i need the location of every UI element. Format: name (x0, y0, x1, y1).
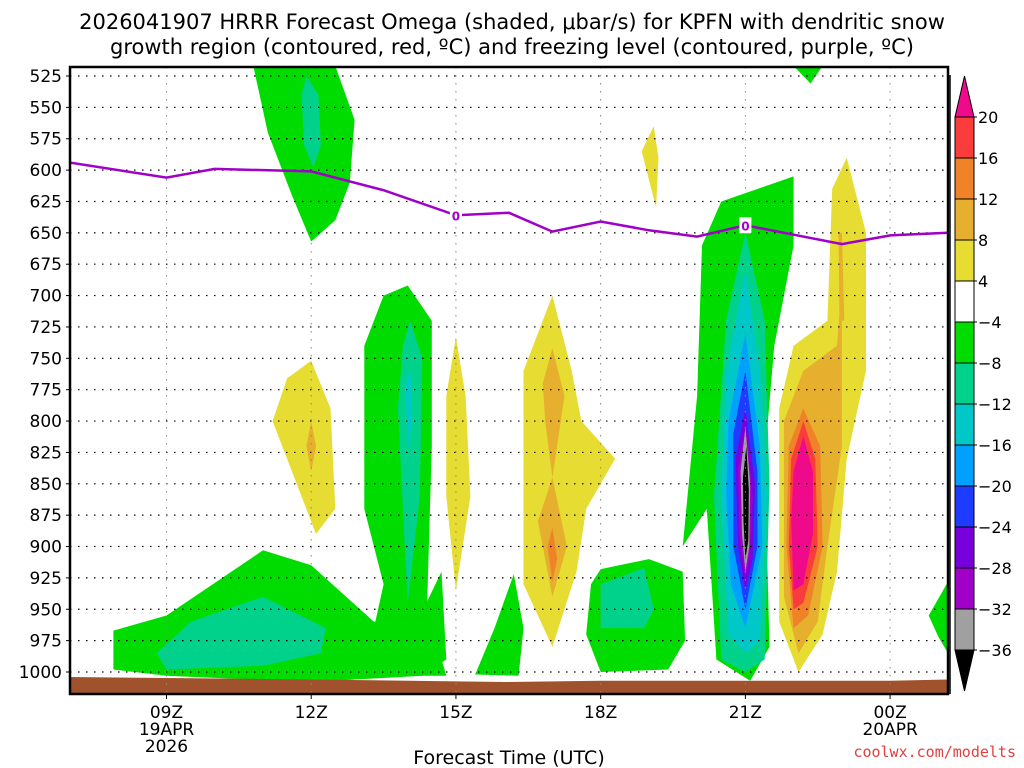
y-tick-label: 575 (30, 130, 62, 150)
y-axis: 525 550 575 600 625 650 675 700 725 750 775 800 825 8… (19, 67, 70, 683)
colorbar-tick-label: −8 (978, 354, 1002, 373)
colorbar-bin (954, 157, 975, 200)
colorbar-tick-label: −12 (978, 395, 1012, 414)
freezing-level: 00 (70, 161, 948, 246)
colorbar-bin (954, 321, 975, 364)
colorbar-tick-label: −28 (978, 559, 1012, 578)
colorbar-tick-label: 20 (978, 108, 998, 127)
plot-border (68, 65, 950, 696)
region-descent-17Z-core3 (547, 527, 558, 582)
region-ascent-21Z-core (743, 446, 749, 560)
region-ascent-14Z-core (398, 320, 423, 603)
region-descent-22Z-upper-core (838, 232, 845, 321)
region-descent-12Z (272, 360, 336, 534)
freezing-level-label-bg (739, 217, 752, 234)
colorbar-bottom-arrow (954, 649, 975, 692)
x-tick-label: 2026 (145, 737, 188, 757)
region-descent-19Z-upper (641, 126, 659, 208)
y-tick-label: 975 (30, 632, 62, 652)
colorbar-bin (954, 485, 975, 528)
y-tick-label: 950 (30, 600, 62, 620)
colorbar-bin (954, 280, 975, 323)
region-upper-ascent (253, 67, 355, 242)
region-descent-22Z-core (791, 436, 813, 591)
plot-frame (68, 65, 950, 696)
y-tick-label: 925 (30, 569, 62, 589)
region-descent-17Z-core1 (542, 348, 565, 478)
colorbar-top-arrow (954, 75, 975, 118)
y-tick-label: 750 (30, 349, 62, 369)
freezing-level-line (70, 161, 948, 246)
region-upper-ascent-core (301, 76, 321, 168)
y-tick-label: 1000 (19, 663, 62, 683)
region-ascent-16Z (475, 574, 524, 676)
colorbar-tick-label: 16 (978, 149, 998, 168)
y-tick-label: 625 (30, 192, 62, 212)
x-tick-label: 12Z (295, 703, 328, 723)
y-tick-label: 875 (30, 506, 62, 526)
freezing-level-label-bg (449, 207, 462, 224)
y-tick-label: 700 (30, 287, 62, 307)
title-line-1: 2026041907 HRRR Forecast Omega (shaded, … (79, 10, 945, 34)
colorbar-bin (954, 526, 975, 569)
colorbar: 20 16 12 8 4 −4 −8 −12 −16 −20 −24 −28 −32 −36 (949, 75, 1012, 694)
colorbar-bin (954, 403, 975, 446)
y-tick-label: 525 (30, 67, 62, 87)
colorbar-tick-label: −20 (978, 477, 1012, 496)
y-tick-label: 675 (30, 255, 62, 275)
y-tick-label: 725 (30, 318, 62, 338)
x-axis-label: Forecast Time (UTC) (413, 747, 604, 768)
freezing-level-label: 0 (452, 209, 460, 223)
x-tick-label: 09Z (150, 703, 183, 723)
colorbar-bin (954, 198, 975, 241)
colorbar-tick-label: 12 (978, 190, 998, 209)
colorbar-bin (954, 444, 975, 487)
region-descent-12Z-core (306, 421, 316, 472)
colorbar-bin (954, 362, 975, 405)
x-tick-label: 20APR (862, 720, 918, 740)
freezing-level-label: 0 (741, 219, 749, 233)
x-tick-label: 18Z (584, 703, 617, 723)
colorbar-bin (954, 239, 975, 282)
y-tick-label: 900 (30, 538, 62, 558)
colorbar-tick-label: −16 (978, 436, 1012, 455)
x-tick-label: 00Z (873, 703, 906, 723)
colorbar-tick-label: −36 (978, 641, 1012, 660)
region-low-ascent-core (156, 596, 326, 670)
region-top-ascent-22Z (794, 67, 822, 84)
y-tick-label: 800 (30, 412, 62, 432)
region-ascent-14Z-inner (405, 367, 413, 453)
y-tick-label: 825 (30, 443, 62, 463)
colorbar-tick-label: 8 (978, 231, 988, 250)
y-tick-label: 600 (30, 161, 62, 181)
region-ascent-00Z (928, 581, 948, 654)
credit-text[interactable]: coolwx.com/modelts (853, 743, 1016, 761)
region-ascent-18Z-core (600, 567, 654, 629)
chart-title: 2026041907 HRRR Forecast Omega (shaded, … (79, 10, 945, 59)
colorbar-tick-label: −24 (978, 518, 1012, 537)
terrain-fill (70, 677, 948, 694)
y-tick-label: 775 (30, 381, 62, 401)
colorbar-bin (954, 116, 975, 159)
colorbar-tick-label: −32 (978, 600, 1012, 619)
colorbar-tick-label: −4 (978, 313, 1002, 332)
colorbar-tick-label: 4 (978, 272, 988, 291)
terrain (70, 677, 948, 694)
colorbar-bin (954, 567, 975, 610)
y-tick-label: 850 (30, 475, 62, 495)
omega-regions (113, 67, 948, 682)
colorbar-bin (954, 608, 975, 651)
y-tick-label: 650 (30, 224, 62, 244)
title-line-2: growth region (contoured, red, ºC) and f… (110, 35, 914, 59)
region-descent-15Z (446, 337, 471, 591)
x-tick-label: 19APR (139, 720, 195, 740)
y-tick-label: 550 (30, 98, 62, 118)
x-tick-label: 21Z (729, 703, 762, 723)
x-tick-label: 15Z (439, 703, 472, 723)
